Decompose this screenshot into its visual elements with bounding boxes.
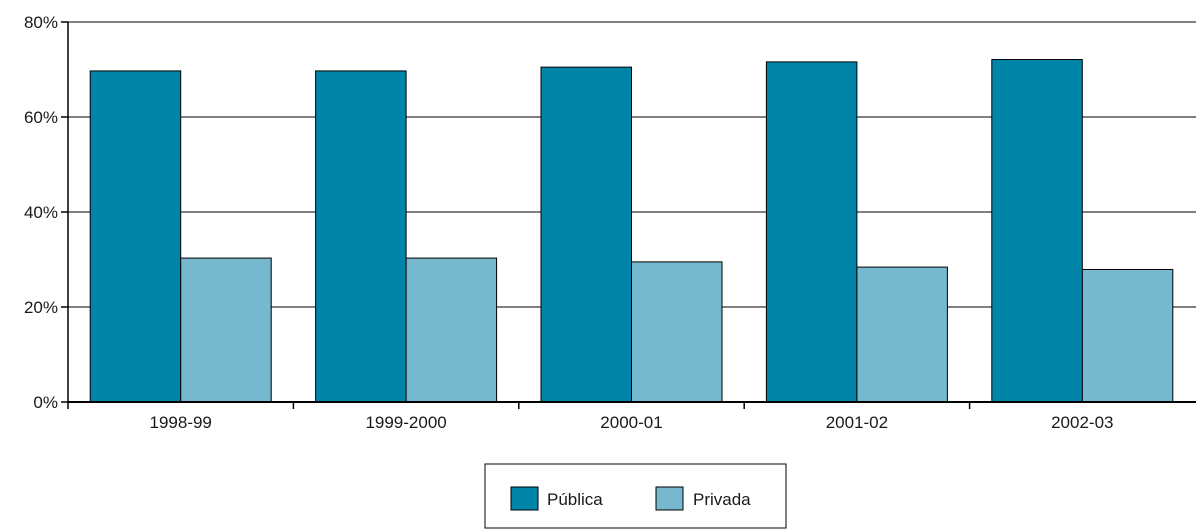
bar-publica: [89, 70, 182, 403]
bar-publica: [765, 61, 858, 403]
x-tick-label: 2001-02: [826, 413, 888, 432]
bar-privada: [1081, 268, 1174, 403]
x-tick-labels: 1998-99 1999-2000 2000-01 2001-02 2002-03: [150, 413, 1114, 432]
x-tick-label: 2000-01: [600, 413, 662, 432]
legend-swatch: [510, 486, 539, 511]
y-tick-label: 40%: [24, 203, 58, 222]
y-tick-label: 20%: [24, 298, 58, 317]
x-tick-label: 1998-99: [150, 413, 212, 432]
bar-publica: [315, 70, 407, 403]
y-tick-label: 0%: [33, 393, 58, 412]
y-tick-label: 60%: [24, 108, 58, 127]
legend: Pública Privada: [484, 463, 787, 529]
bar-privada: [180, 257, 272, 403]
bar-publica: [991, 59, 1083, 403]
bar-publica: [540, 66, 632, 403]
axes: [61, 21, 1196, 409]
legend-label: Pública: [547, 490, 603, 509]
x-tick-label: 1999-2000: [365, 413, 446, 432]
legend-label: Privada: [693, 490, 751, 509]
y-tick-labels: 0% 20% 40% 60% 80%: [24, 13, 58, 412]
x-tick-label: 2002-03: [1051, 413, 1113, 432]
legend-swatch: [655, 486, 684, 511]
bars: [89, 59, 1174, 403]
y-tick-label: 80%: [24, 13, 58, 32]
bar-privada: [856, 266, 948, 403]
bar-privada: [405, 257, 498, 403]
bar-privada: [631, 261, 723, 403]
